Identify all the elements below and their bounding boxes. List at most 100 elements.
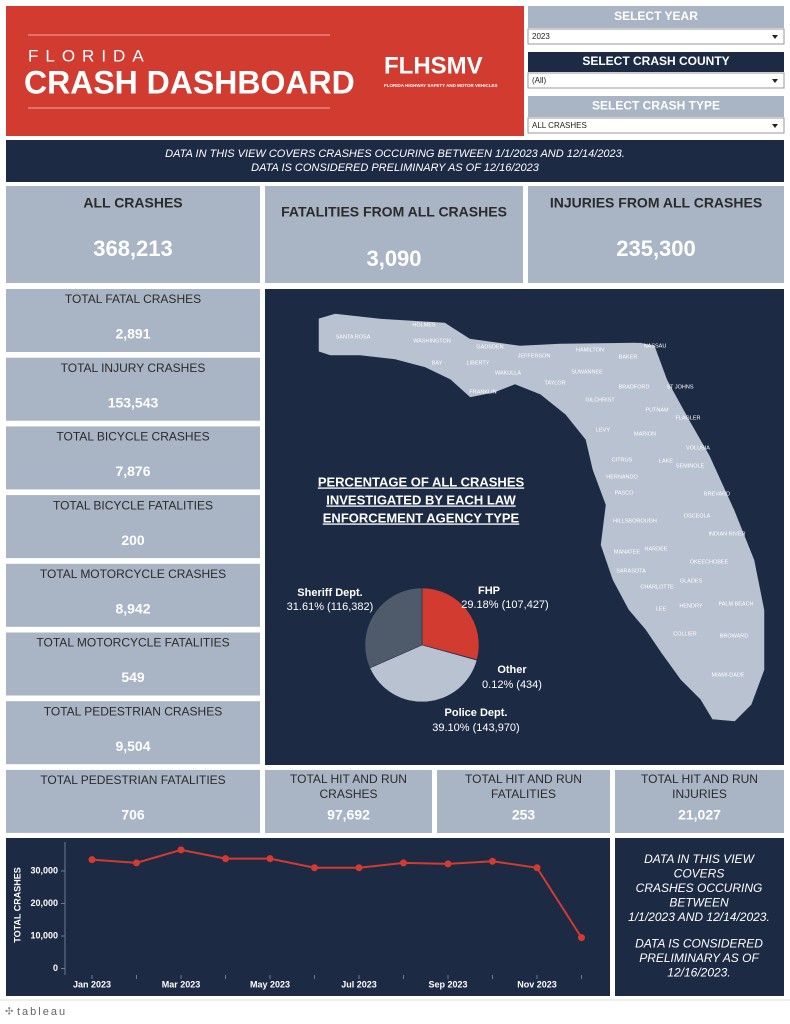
summary-box	[6, 186, 260, 283]
filter-header	[528, 52, 784, 72]
x-tick-label: Jul 2023	[341, 979, 377, 989]
kpi-box	[6, 701, 260, 765]
county-label: HOLMES	[412, 322, 436, 328]
point	[400, 859, 407, 867]
county-label: GILCHRIST	[585, 397, 615, 403]
point	[311, 864, 318, 872]
pie-slice	[421, 587, 480, 661]
kpi-value: 200	[121, 532, 145, 548]
note-line: COVERS	[674, 867, 725, 881]
county-label: TAYLOR	[544, 380, 565, 386]
dropdown[interactable]	[527, 28, 785, 45]
point	[133, 859, 140, 867]
point	[444, 860, 452, 868]
logo: FLHSMV	[384, 52, 483, 79]
pie-value: 29.18% (107,427)	[461, 599, 548, 611]
kpi-label: CRASHES	[319, 787, 377, 801]
y-axis-label: TOTAL CRASHES	[12, 867, 22, 943]
kpi-value: 549	[121, 669, 145, 685]
summary-label: INJURIES FROM ALL CRASHES	[550, 195, 762, 211]
kpi-label: TOTAL MOTORCYCLE FATALITIES	[36, 636, 229, 650]
kpi-box	[615, 770, 784, 833]
county-label: VOLUSIA	[686, 445, 710, 451]
county-label: BAKER	[619, 354, 638, 360]
dropdown[interactable]	[527, 72, 785, 89]
filter-label: SELECT CRASH COUNTY	[582, 54, 729, 68]
filter-header	[528, 96, 784, 117]
county-label: SARASOTA	[616, 568, 646, 574]
x-tick-label: Jan 2023	[73, 979, 111, 989]
note-line: DATA IS CONSIDERED	[635, 937, 763, 951]
county-label: LEE	[656, 606, 667, 612]
filter-header	[528, 6, 784, 28]
county-label: MARION	[634, 431, 656, 437]
banner-line: DATA IN THIS VIEW COVERS CRASHES OCCURIN…	[165, 148, 625, 160]
line	[91, 848, 583, 939]
county-label: BREVARD	[704, 491, 730, 497]
note-panel	[615, 838, 784, 996]
summary-value: 368,213	[93, 236, 173, 261]
county-label: FRANKLIN	[469, 389, 496, 395]
pie-value: 0.12% (434)	[482, 679, 542, 691]
county-label: HAMILTON	[576, 347, 604, 353]
kpi-label: INJURIES	[672, 787, 727, 801]
kpi-box	[6, 563, 260, 627]
kpi-label: TOTAL HIT AND RUN	[290, 772, 407, 786]
pie-label: FHP	[478, 585, 500, 597]
county-label: BAY	[432, 360, 443, 366]
county-label: SEMINOLE	[676, 463, 705, 469]
county-label: MANATEE	[614, 549, 641, 555]
kpi-value: 9,504	[115, 738, 150, 754]
dropdown[interactable]	[527, 117, 785, 134]
kpi-box	[6, 632, 260, 696]
point	[533, 864, 541, 872]
county-label: LAKE	[659, 458, 673, 464]
note-line: BETWEEN	[669, 896, 729, 910]
dropdown-value: 2023	[532, 32, 550, 41]
y-tick-label: 10,000	[30, 930, 58, 940]
kpi-value: 253	[512, 807, 536, 823]
kpi-box	[437, 770, 610, 833]
pie-title: ENFORCEMENT AGENCY TYPE	[323, 510, 520, 525]
pie-value: 31.61% (116,382)	[287, 601, 374, 613]
pie-slice	[369, 644, 478, 703]
footer-icon: ✣	[5, 1007, 13, 1018]
county-label: COLLIER	[673, 631, 697, 637]
y-tick-label: 20,000	[30, 898, 58, 908]
filter-label: SELECT YEAR	[614, 9, 698, 23]
county-label: JEFFERSON	[518, 353, 551, 359]
kpi-label: TOTAL PEDESTRIAN CRASHES	[44, 704, 222, 718]
county-label: CITRUS	[612, 457, 633, 463]
county-label: PALM BEACH	[718, 601, 753, 607]
county-label: BRADFORD	[619, 384, 650, 390]
dropdown-arrow	[772, 79, 778, 83]
county-label: HENDRY	[679, 603, 702, 609]
point	[489, 857, 496, 865]
banner	[6, 140, 784, 182]
county-label: MIAMI-DADE	[712, 672, 745, 678]
pie-label: Sheriff Dept.	[297, 587, 362, 599]
florida-map	[317, 312, 766, 723]
header-title: CRASH DASHBOARD	[24, 64, 355, 100]
logo-subtitle: FLORIDA HIGHWAY SAFETY AND MOTOR VEHICLE…	[384, 83, 498, 88]
kpi-value: 21,027	[678, 807, 721, 823]
county-label: OKEECHOBEE	[690, 559, 729, 565]
kpi-box	[6, 289, 260, 352]
line-panel	[6, 838, 610, 996]
pie-title: INVESTIGATED BY EACH LAW	[326, 492, 516, 507]
county-label: ST JOHNS	[666, 384, 693, 390]
dropdown-value: (All)	[532, 76, 547, 85]
kpi-label: TOTAL BICYCLE CRASHES	[56, 430, 209, 444]
summary-box	[528, 186, 784, 283]
county-label: GLADES	[680, 578, 703, 584]
county-label: INDIAN RIVER	[709, 531, 746, 537]
pie-value: 39.10% (143,970)	[432, 722, 519, 734]
county-label: HILLSBOROUGH	[613, 518, 657, 524]
note-line: 1/1/2023 AND 12/14/2023.	[628, 910, 770, 924]
pie-title: PERCENTAGE OF ALL CRASHES	[318, 474, 525, 489]
county-label: HERNANDO	[606, 474, 638, 480]
summary-label: ALL CRASHES	[83, 195, 182, 211]
kpi-value: 2,891	[115, 326, 150, 342]
dropdown-value: ALL CRASHES	[532, 121, 587, 130]
